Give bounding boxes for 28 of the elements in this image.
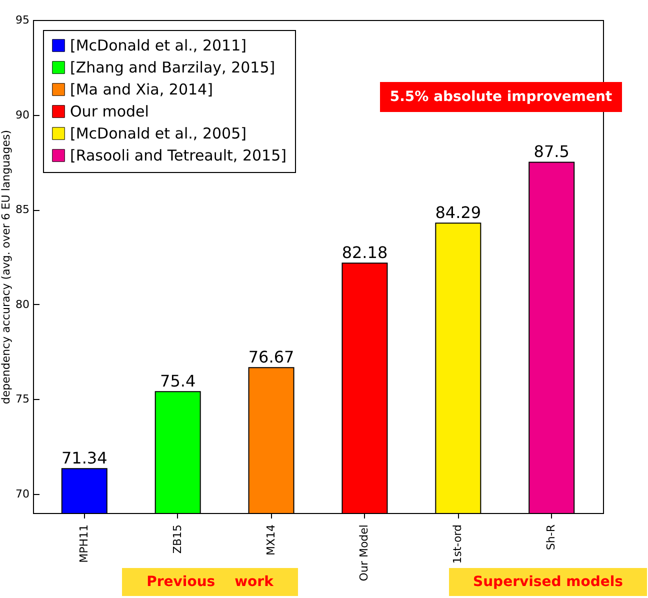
text: Previous work: [122, 568, 298, 596]
y-tick-label: 70: [16, 488, 30, 501]
legend-label: [Zhang and Barzilay, 2015]: [70, 58, 276, 76]
legend-label: [McDonald et al., 2005]: [70, 124, 246, 142]
legend-label: [Ma and Xia, 2014]: [70, 80, 213, 98]
y-tick-label: 85: [16, 203, 30, 216]
data-label: 76.67: [248, 348, 294, 367]
y-axis-title: dependency accuracy (avg. over 6 EU languages): [0, 130, 13, 404]
x-tick-label: Sh-R: [544, 524, 558, 550]
x-tick-label: MX14: [264, 524, 278, 556]
x-tick-label: MPH11: [77, 524, 90, 563]
x-tick-label: Our Model: [358, 524, 371, 582]
annotation: 5.5% absolute improvement: [380, 82, 622, 112]
legend-label: [Rasooli and Tetreault, 2015]: [70, 146, 286, 164]
legend-label: [McDonald et al., 2011]: [70, 36, 246, 54]
data-label: 84.29: [435, 203, 482, 222]
data-label: 82.18: [342, 243, 388, 262]
y-tick-label: 90: [16, 108, 30, 122]
data-label: 75.4: [160, 372, 196, 391]
y-tick-label: 95: [16, 14, 30, 26]
text: Supervised models: [449, 568, 647, 596]
x-tick-label: ZB15: [170, 524, 184, 554]
x-tick-label: 1st-ord: [451, 524, 464, 564]
legend-label: Our model: [70, 102, 149, 120]
y-tick-label: 75: [16, 392, 30, 406]
data-label: 87.5: [534, 142, 570, 162]
y-tick-label: 80: [16, 298, 30, 311]
data-label: 71.34: [61, 448, 108, 468]
